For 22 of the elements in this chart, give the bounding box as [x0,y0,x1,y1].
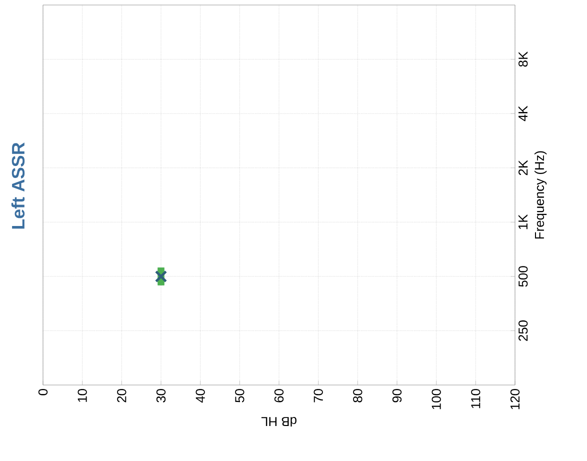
text: Left ASSR [11,142,25,229]
x-tick-label: 30 [156,389,166,402]
x-tick-label: 50 [235,389,244,402]
x-tick-label: 80 [353,389,362,402]
x-tick-label: 60 [274,389,284,402]
y-tick-label: 2K [518,160,528,176]
x-tick-label: 70 [314,389,323,402]
x-tick-label: 20 [117,389,126,402]
y-tick-label: 500 [518,266,528,287]
y-tick-label: 4K [518,106,528,122]
y-tick-label: 8K [518,51,528,67]
x-tick-label: 110 [471,389,480,408]
y-tick-label: 250 [518,320,528,341]
x-tick-label: 120 [510,389,520,410]
x-tick-label: 100 [432,389,441,410]
x-tick-label: 40 [196,389,205,403]
x-tick-label: 90 [392,389,402,402]
x-tick-label: 0 [38,389,48,396]
y-tick-label: 1K [518,214,528,230]
y-axis-title: Frequency (Hz) [534,151,547,239]
x-axis-title: dB HL [261,416,296,426]
x-tick-label: 10 [78,389,87,402]
